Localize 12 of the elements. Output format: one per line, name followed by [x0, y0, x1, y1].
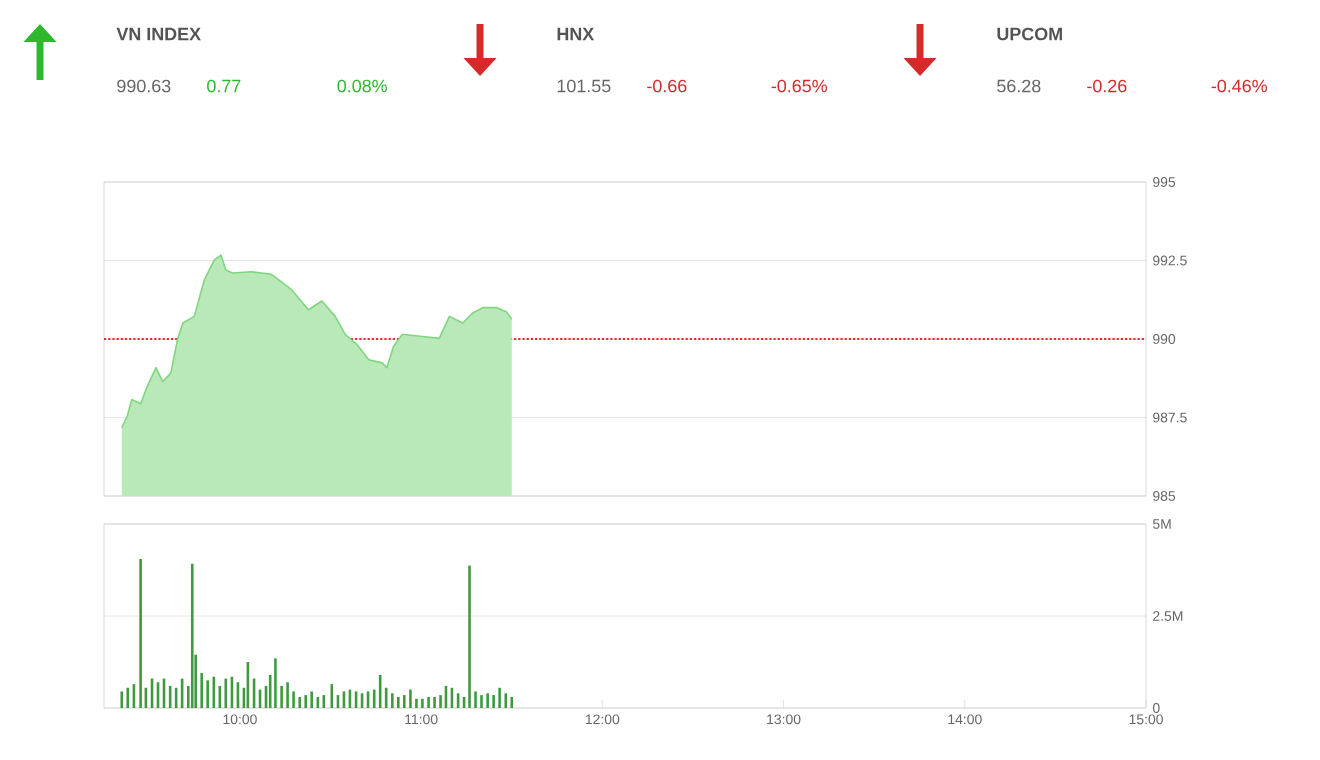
data-label: -0.46% — [1211, 79, 1267, 93]
data-label: 990.63 — [117, 79, 171, 93]
category-label: VN INDEX — [116, 27, 201, 41]
data-label: -0.26 — [1087, 79, 1127, 93]
data-label: -0.66 — [647, 79, 687, 93]
category-label: UPCOM — [997, 27, 1062, 41]
data-label: -0.65% — [771, 79, 827, 93]
data-label: 0.08% — [337, 79, 387, 93]
data-label: 101.55 — [557, 79, 611, 93]
data-label: 56.28 — [997, 79, 1041, 93]
data-label: 0.77 — [207, 79, 241, 93]
category-label: HNX — [557, 27, 595, 41]
